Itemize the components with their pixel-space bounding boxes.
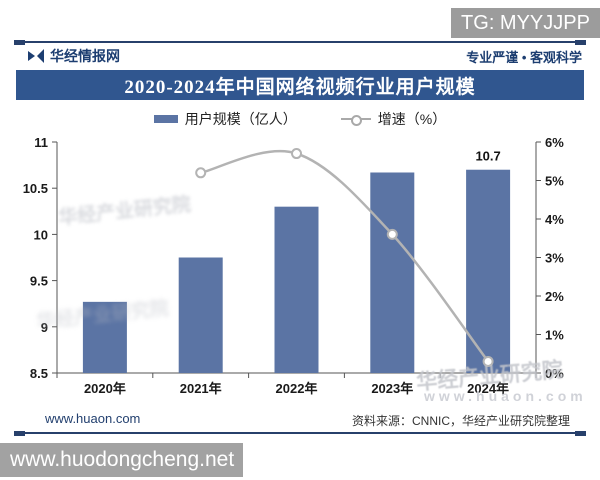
legend-item-line: 增速（%） [340,109,447,129]
bar-2023年 [370,172,415,373]
legend-bar-label: 用户规模（亿人） [184,111,297,127]
rule-endcap [14,40,25,45]
bar-2021年 [178,257,223,373]
right-axis-tick: 6% [545,135,564,150]
card-top-rule [14,41,586,43]
line-marker [386,228,398,240]
bar-2020年 [82,301,127,373]
bar-2024年 [466,169,511,373]
brand-logo-icon [28,49,44,63]
header: 华经情报网 专业严谨 • 客观科学 [14,44,586,68]
line-marker [195,167,207,179]
right-axis-tick: 3% [545,251,564,266]
right-axis-tick: 0% [545,366,564,381]
brand: 华经情报网 [28,46,120,66]
growth-line [200,149,490,363]
title-banner: 2020-2024年中国网络视频行业用户规模 [16,70,584,100]
x-axis-label: 2024年 [467,381,509,396]
tg-contact-badge: TG: MYYJJPP [451,8,600,38]
left-axis-tick: 9 [41,320,48,335]
rule-endcap [14,431,25,436]
bar-2022年 [274,206,319,373]
x-axis-label: 2021年 [180,381,222,396]
left-axis-tick: 10.5 [23,181,48,196]
x-axis-label: 2020年 [84,381,126,396]
header-tagline: 专业严谨 • 客观科学 [466,49,582,65]
left-axis-tick: 9.5 [30,274,48,289]
left-axis-tick: 11 [34,135,48,150]
line-swatch-icon [340,115,371,126]
rule-endcap [575,40,586,45]
footer-site-url: www.huaon.com [45,411,141,426]
site-url-badge: www.huodongcheng.net [0,443,243,477]
legend-item-bars: 用户规模（亿人） [153,109,297,129]
left-axis-tick: 10 [34,227,48,242]
right-axis-tick: 4% [545,212,564,227]
chart-title: 2020-2024年中国网络视频行业用户规模 [124,76,476,98]
line-marker [482,355,494,367]
right-axis-tick: 2% [545,289,564,304]
legend-line-label: 增速（%） [377,111,447,127]
right-axis-tick: 1% [545,328,564,343]
bar-swatch-icon [153,115,178,123]
footer-source-note: 资料来源：CNNIC，华经产业研究院整理 [352,414,570,428]
rule-endcap [575,431,586,436]
brand-name: 华经情报网 [50,48,120,64]
line-marker [291,148,302,160]
x-axis-label: 2023年 [371,381,413,396]
legend: 用户规模（亿人） 增速（%） [0,107,600,131]
x-axis-label: 2022年 [276,381,318,396]
bar-data-label: 10.7 [475,149,500,164]
left-axis-tick: 8.5 [30,366,48,381]
right-axis-tick: 5% [545,174,564,189]
card-bottom-rule [14,432,586,434]
